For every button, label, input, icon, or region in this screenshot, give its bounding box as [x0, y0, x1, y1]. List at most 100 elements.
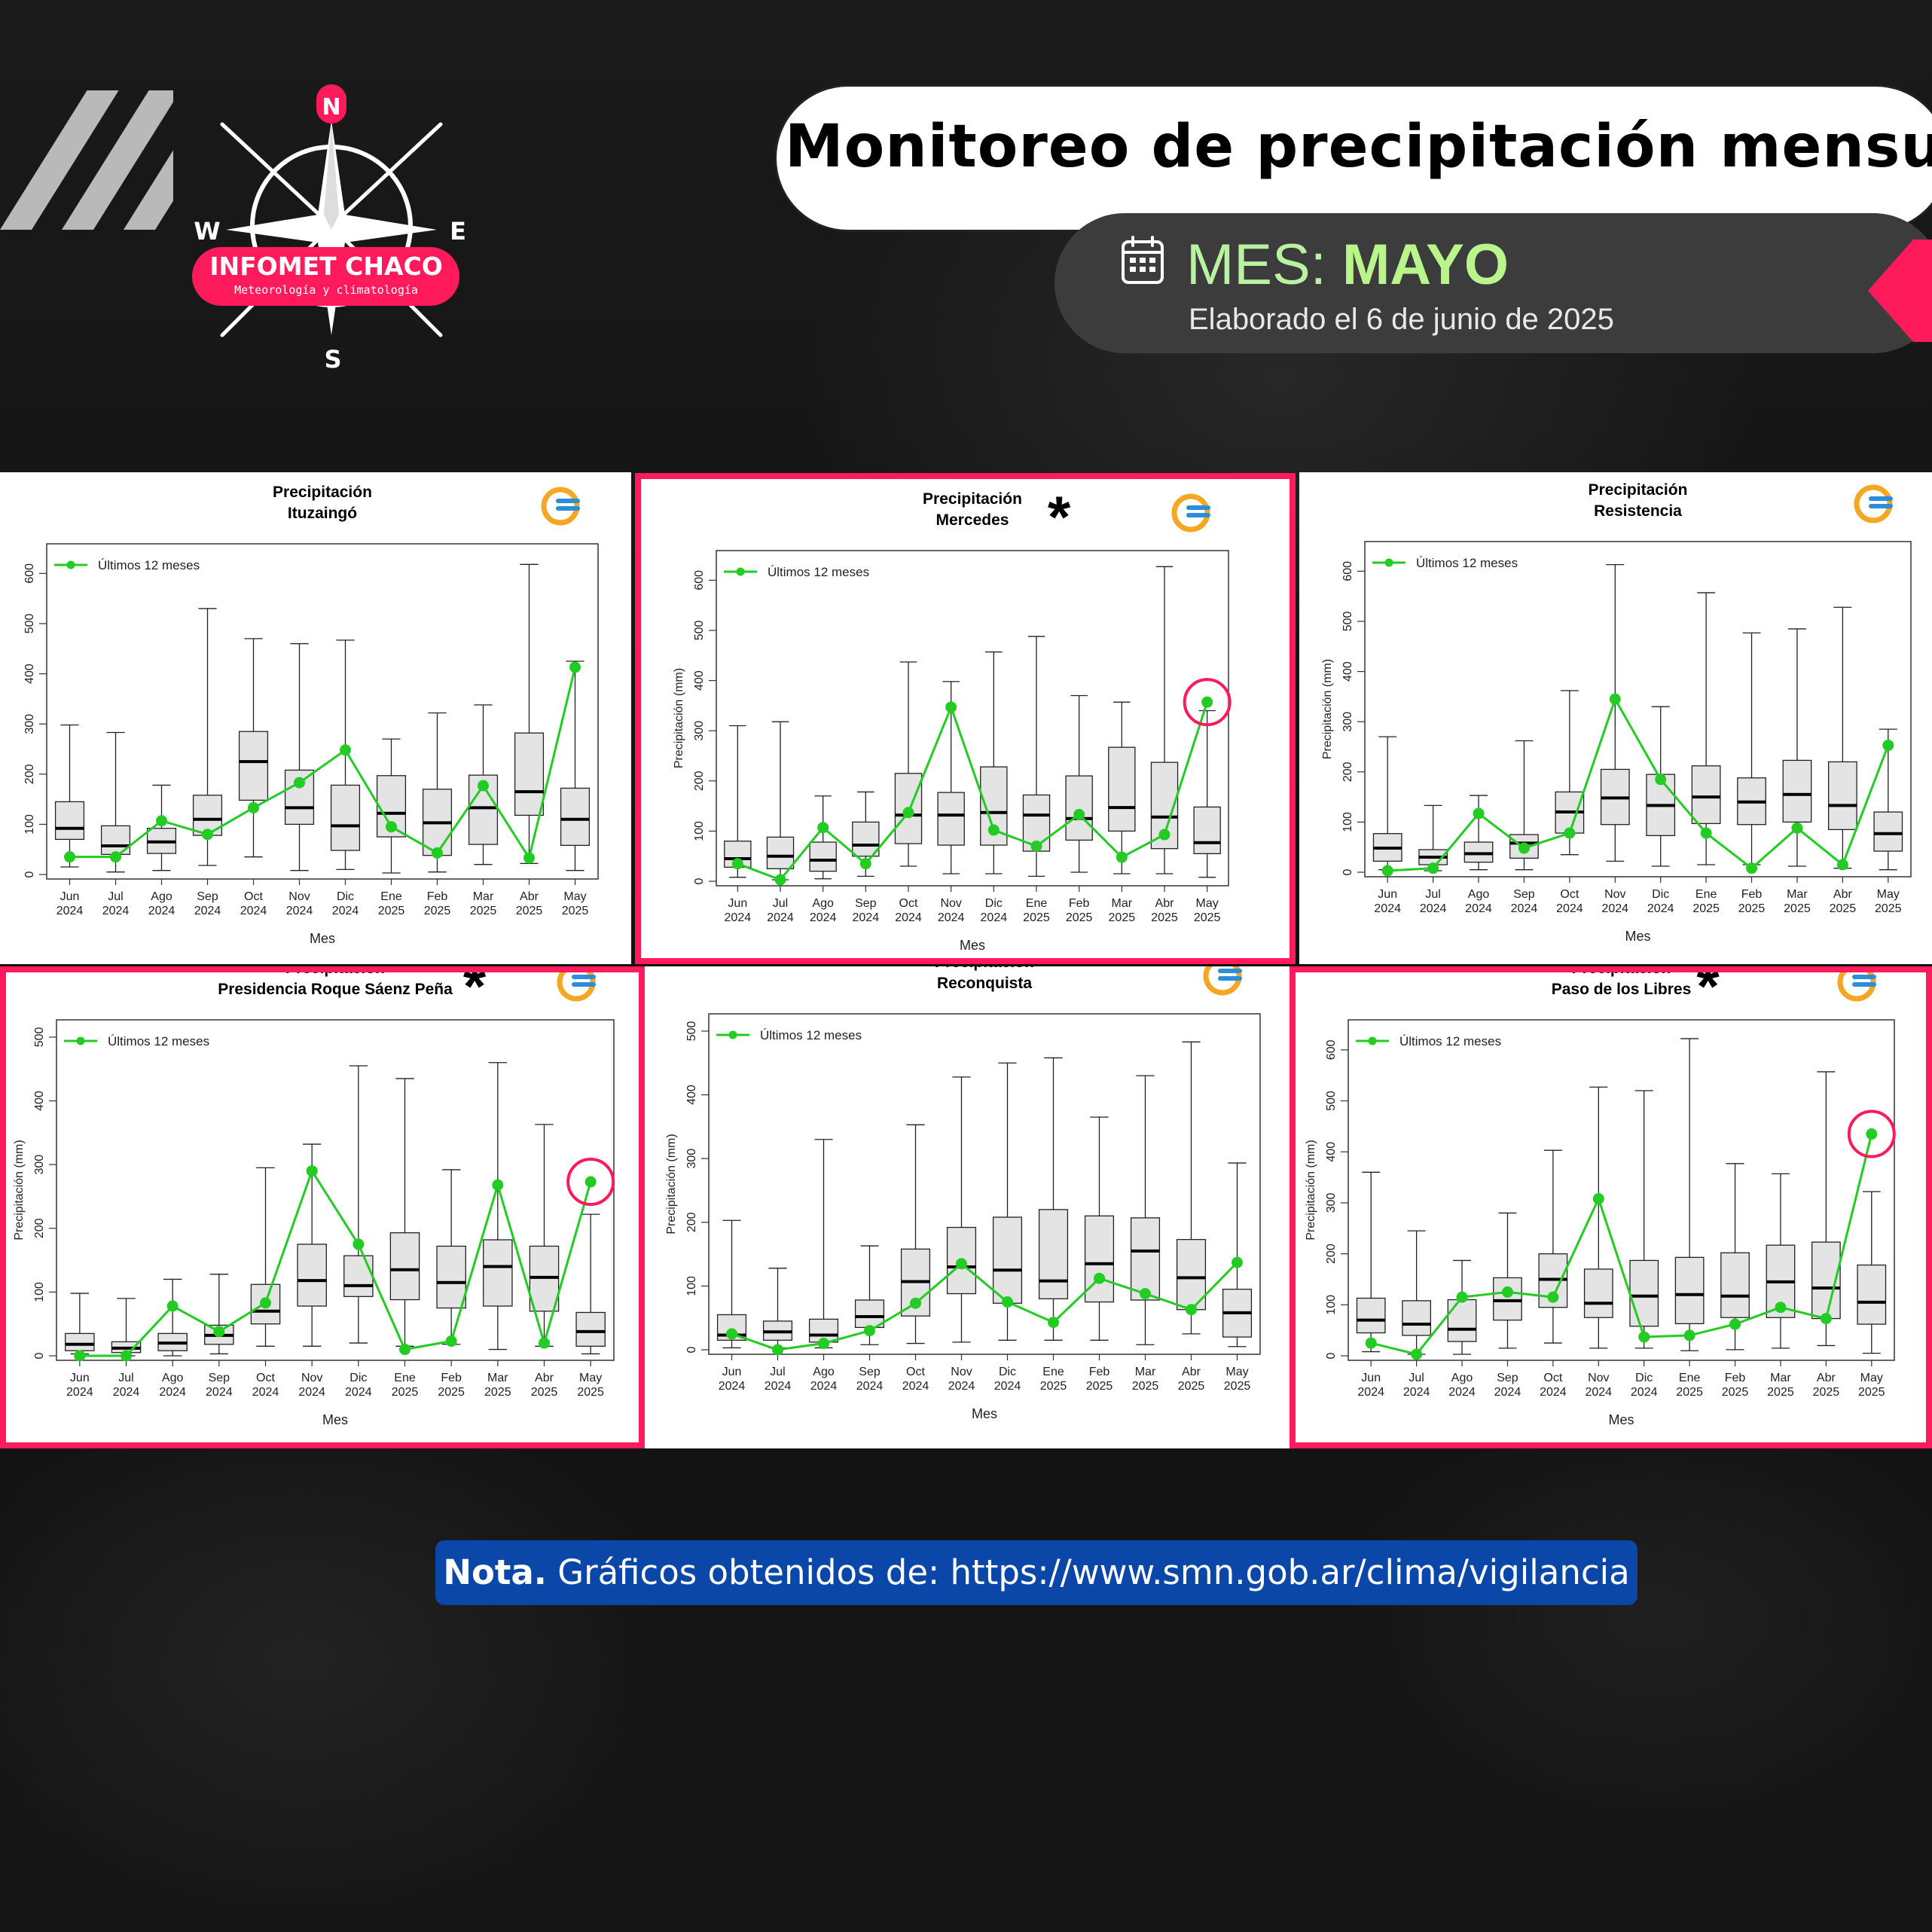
chart-subtitle: Reconquista: [937, 975, 1032, 992]
box-8: [1720, 1163, 1750, 1351]
x-tick-label-line: 2024: [725, 911, 752, 924]
x-tick-label-line: 2025: [1224, 1380, 1251, 1393]
x-tick-label-line: Feb: [1741, 888, 1763, 901]
x-tick-label-line: Nov: [951, 1366, 972, 1378]
y-tick-label: 0: [23, 871, 36, 877]
series-point: [818, 1338, 829, 1350]
chart-panel-paso-libres: Precipitación Paso de los Libres* 0 100 200 3…: [1290, 966, 1932, 1448]
asterisk-mark: *: [1696, 972, 1720, 1019]
x-tick-label: Jun 2024: [1374, 888, 1401, 915]
x-tick-label-line: Oct: [1560, 888, 1579, 901]
chart-svg: Precipitación Reconquista 0 100 200 300 400 500…: [665, 966, 1261, 1421]
series-point: [1820, 1313, 1832, 1325]
y-tick-label: 400: [23, 664, 36, 684]
chart-panel-mercedes: Precipitación Mercedes * 0 100 200 300 400 500 60…: [635, 473, 1296, 964]
legend-label: Últimos 12 meses: [760, 1028, 862, 1042]
series-point: [294, 777, 305, 789]
smn-logo-wave: [1852, 975, 1876, 979]
series-point: [1048, 1317, 1059, 1329]
chart-title: Precipitación: [285, 972, 385, 977]
x-tick-label: Nov 2024: [938, 897, 965, 924]
series-point: [1427, 862, 1439, 874]
x-tick-label-line: 2025: [484, 1386, 511, 1399]
x-tick-label-line: 2024: [981, 911, 1008, 924]
y-tick-label: 300: [1325, 1192, 1338, 1213]
asterisk-mark: *: [463, 972, 487, 1019]
x-tick-label-line: 2024: [206, 1386, 233, 1399]
plot-frame: [46, 543, 599, 880]
series-point: [817, 822, 829, 834]
series-point: [1473, 807, 1485, 819]
box-body: [1038, 1209, 1069, 1299]
series-point: [902, 807, 914, 819]
title-banner: [774, 84, 1932, 232]
chart-title: Precipitación: [1589, 481, 1688, 499]
x-tick-label: Jul 2024: [1403, 1372, 1430, 1399]
series-point: [110, 851, 121, 863]
series-point: [859, 858, 871, 870]
x-tick-label: Ene 2025: [1676, 1372, 1703, 1399]
x-tick-label-line: Mar: [487, 1372, 508, 1384]
x-tick-label-line: 2025: [577, 1386, 604, 1399]
x-tick-label-line: Jul: [770, 1366, 785, 1378]
x-tick-label-line: Oct: [1543, 1372, 1562, 1384]
box-body: [560, 787, 591, 847]
y-tick-label: 0: [1341, 868, 1354, 875]
box-body: [852, 821, 880, 857]
series-point: [910, 1297, 921, 1309]
y-tick-label: 500: [1325, 1091, 1338, 1111]
x-tick-label: Ago 2024: [1465, 888, 1492, 915]
x-tick-label-line: 2024: [895, 911, 922, 924]
x-tick-label: Nov 2024: [948, 1366, 975, 1393]
box-5: [937, 681, 965, 874]
legend-label: Últimos 12 meses: [108, 1034, 209, 1048]
chart-subtitle: Paso de los Libres: [1552, 981, 1692, 998]
series-point: [248, 801, 259, 813]
box-0: [65, 1293, 95, 1355]
x-tick-label: Mar 2025: [1784, 888, 1811, 915]
smn-logo-wave: [556, 499, 580, 503]
series-point: [386, 821, 397, 833]
x-tick-label: Nov 2024: [286, 890, 313, 917]
x-tick-label-line: Abr: [535, 1372, 554, 1384]
x-tick-label-line: Jul: [118, 1372, 133, 1384]
chart-svg: Precipitación Resistencia 0 100 200 300 400 500…: [1321, 481, 1912, 944]
box-3: [192, 608, 223, 866]
x-tick-label-line: 2024: [1540, 1386, 1567, 1399]
x-tick-label: Jul 2024: [1420, 888, 1447, 915]
x-tick-label-line: Oct: [899, 897, 918, 910]
x-tick-label: Jul 2024: [102, 890, 130, 917]
x-axis-label: Mes: [1625, 929, 1650, 944]
smn-logo-wave: [1869, 504, 1893, 508]
series-point: [1232, 1256, 1243, 1268]
x-tick-label-line: Nov: [1604, 888, 1625, 901]
x-tick-label: Feb 2025: [438, 1372, 465, 1399]
x-tick-label-line: Mar: [1770, 1372, 1791, 1384]
x-tick-label-line: May: [579, 1372, 602, 1384]
x-tick-label-line: Ene: [1042, 1366, 1064, 1378]
x-tick-label-line: 2025: [1784, 902, 1811, 915]
x-tick-label-line: May: [1877, 888, 1900, 901]
series-point: [956, 1258, 967, 1270]
box-body: [937, 792, 965, 846]
series-point: [306, 1165, 318, 1177]
x-tick-label: Feb 2025: [1722, 1372, 1749, 1399]
x-tick-label-line: 2025: [1692, 902, 1720, 915]
box-4: [894, 661, 923, 867]
box-11: [575, 1213, 606, 1355]
box-7: [1038, 1057, 1069, 1341]
series-point: [1116, 851, 1128, 863]
series-point: [1746, 862, 1758, 874]
x-tick-label-line: 2024: [66, 1386, 93, 1399]
series-point: [340, 744, 351, 756]
box-body: [514, 732, 545, 816]
x-tick-label-line: 2024: [1465, 902, 1492, 915]
box-body: [297, 1244, 327, 1307]
box-4: [900, 1124, 931, 1344]
x-tick-label-line: 2025: [1151, 911, 1178, 924]
infomet-logo: N W E S INFOMET CHACO Meteorología y cli…: [192, 84, 466, 374]
x-tick-label-line: 2024: [345, 1386, 372, 1399]
highlight-circle: [566, 1158, 615, 1206]
x-tick-label-line: 2024: [767, 911, 794, 924]
legend-marker: [728, 1030, 737, 1039]
